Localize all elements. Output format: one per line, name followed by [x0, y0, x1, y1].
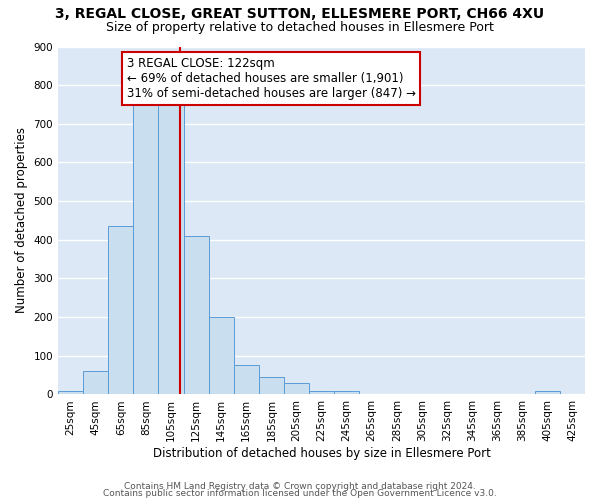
- Bar: [309, 390, 334, 394]
- Bar: [334, 390, 359, 394]
- Bar: [535, 390, 560, 394]
- Bar: [233, 366, 259, 394]
- Bar: [58, 390, 83, 394]
- Text: 3, REGAL CLOSE, GREAT SUTTON, ELLESMERE PORT, CH66 4XU: 3, REGAL CLOSE, GREAT SUTTON, ELLESMERE …: [55, 8, 545, 22]
- Text: Contains public sector information licensed under the Open Government Licence v3: Contains public sector information licen…: [103, 489, 497, 498]
- Bar: [184, 236, 209, 394]
- Text: Contains HM Land Registry data © Crown copyright and database right 2024.: Contains HM Land Registry data © Crown c…: [124, 482, 476, 491]
- Bar: [209, 317, 233, 394]
- Bar: [133, 104, 158, 395]
- Text: Size of property relative to detached houses in Ellesmere Port: Size of property relative to detached ho…: [106, 21, 494, 34]
- Y-axis label: Number of detached properties: Number of detached properties: [15, 128, 28, 314]
- Text: 3 REGAL CLOSE: 122sqm
← 69% of detached houses are smaller (1,901)
31% of semi-d: 3 REGAL CLOSE: 122sqm ← 69% of detached …: [127, 57, 416, 100]
- Bar: [284, 383, 309, 394]
- Bar: [158, 104, 184, 395]
- Bar: [259, 377, 284, 394]
- Bar: [83, 372, 108, 394]
- Bar: [108, 226, 133, 394]
- X-axis label: Distribution of detached houses by size in Ellesmere Port: Distribution of detached houses by size …: [152, 447, 490, 460]
